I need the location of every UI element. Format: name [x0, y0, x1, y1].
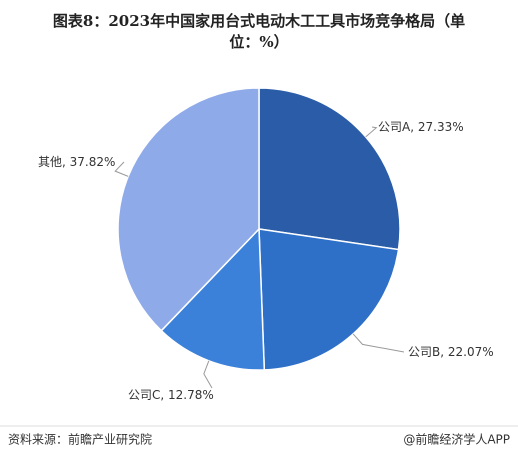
- pie: [117, 87, 401, 371]
- pie-slice: [117, 87, 260, 332]
- chart-title: 图表8：2023年中国家用台式电动木工工具市场竞争格局（单: [53, 12, 465, 30]
- separator: ,: [410, 120, 418, 134]
- brand: @前瞻经济学人APP: [403, 432, 510, 447]
- value-label: 27.33%: [418, 120, 464, 134]
- value-label: 22.07%: [448, 345, 494, 359]
- data-label: 公司A, 27.33%: [378, 120, 464, 134]
- leader-line: [203, 360, 213, 389]
- leader-line: [352, 333, 405, 353]
- separator: ,: [440, 345, 448, 359]
- category-name: 公司C: [128, 388, 160, 402]
- separator: ,: [62, 155, 70, 169]
- leader-line: [365, 126, 378, 138]
- chart-title: 位：%）: [229, 33, 288, 51]
- data-label: 公司B, 22.07%: [408, 345, 494, 359]
- data-label: 公司C, 12.78%: [128, 388, 214, 402]
- category-name: 公司B: [408, 345, 440, 359]
- leader-line: [114, 161, 129, 177]
- data-label: 其他, 37.82%: [38, 155, 115, 169]
- pie-slice: [258, 228, 400, 371]
- value-label: 12.78%: [168, 388, 214, 402]
- pie-slice: [258, 87, 401, 251]
- separator: ,: [160, 388, 168, 402]
- category-name: 其他: [38, 155, 62, 169]
- source: 资料来源：前瞻产业研究院: [8, 432, 152, 447]
- pie-slice: [160, 227, 266, 371]
- category-name: 公司A: [378, 120, 411, 134]
- value-label: 37.82%: [70, 155, 116, 169]
